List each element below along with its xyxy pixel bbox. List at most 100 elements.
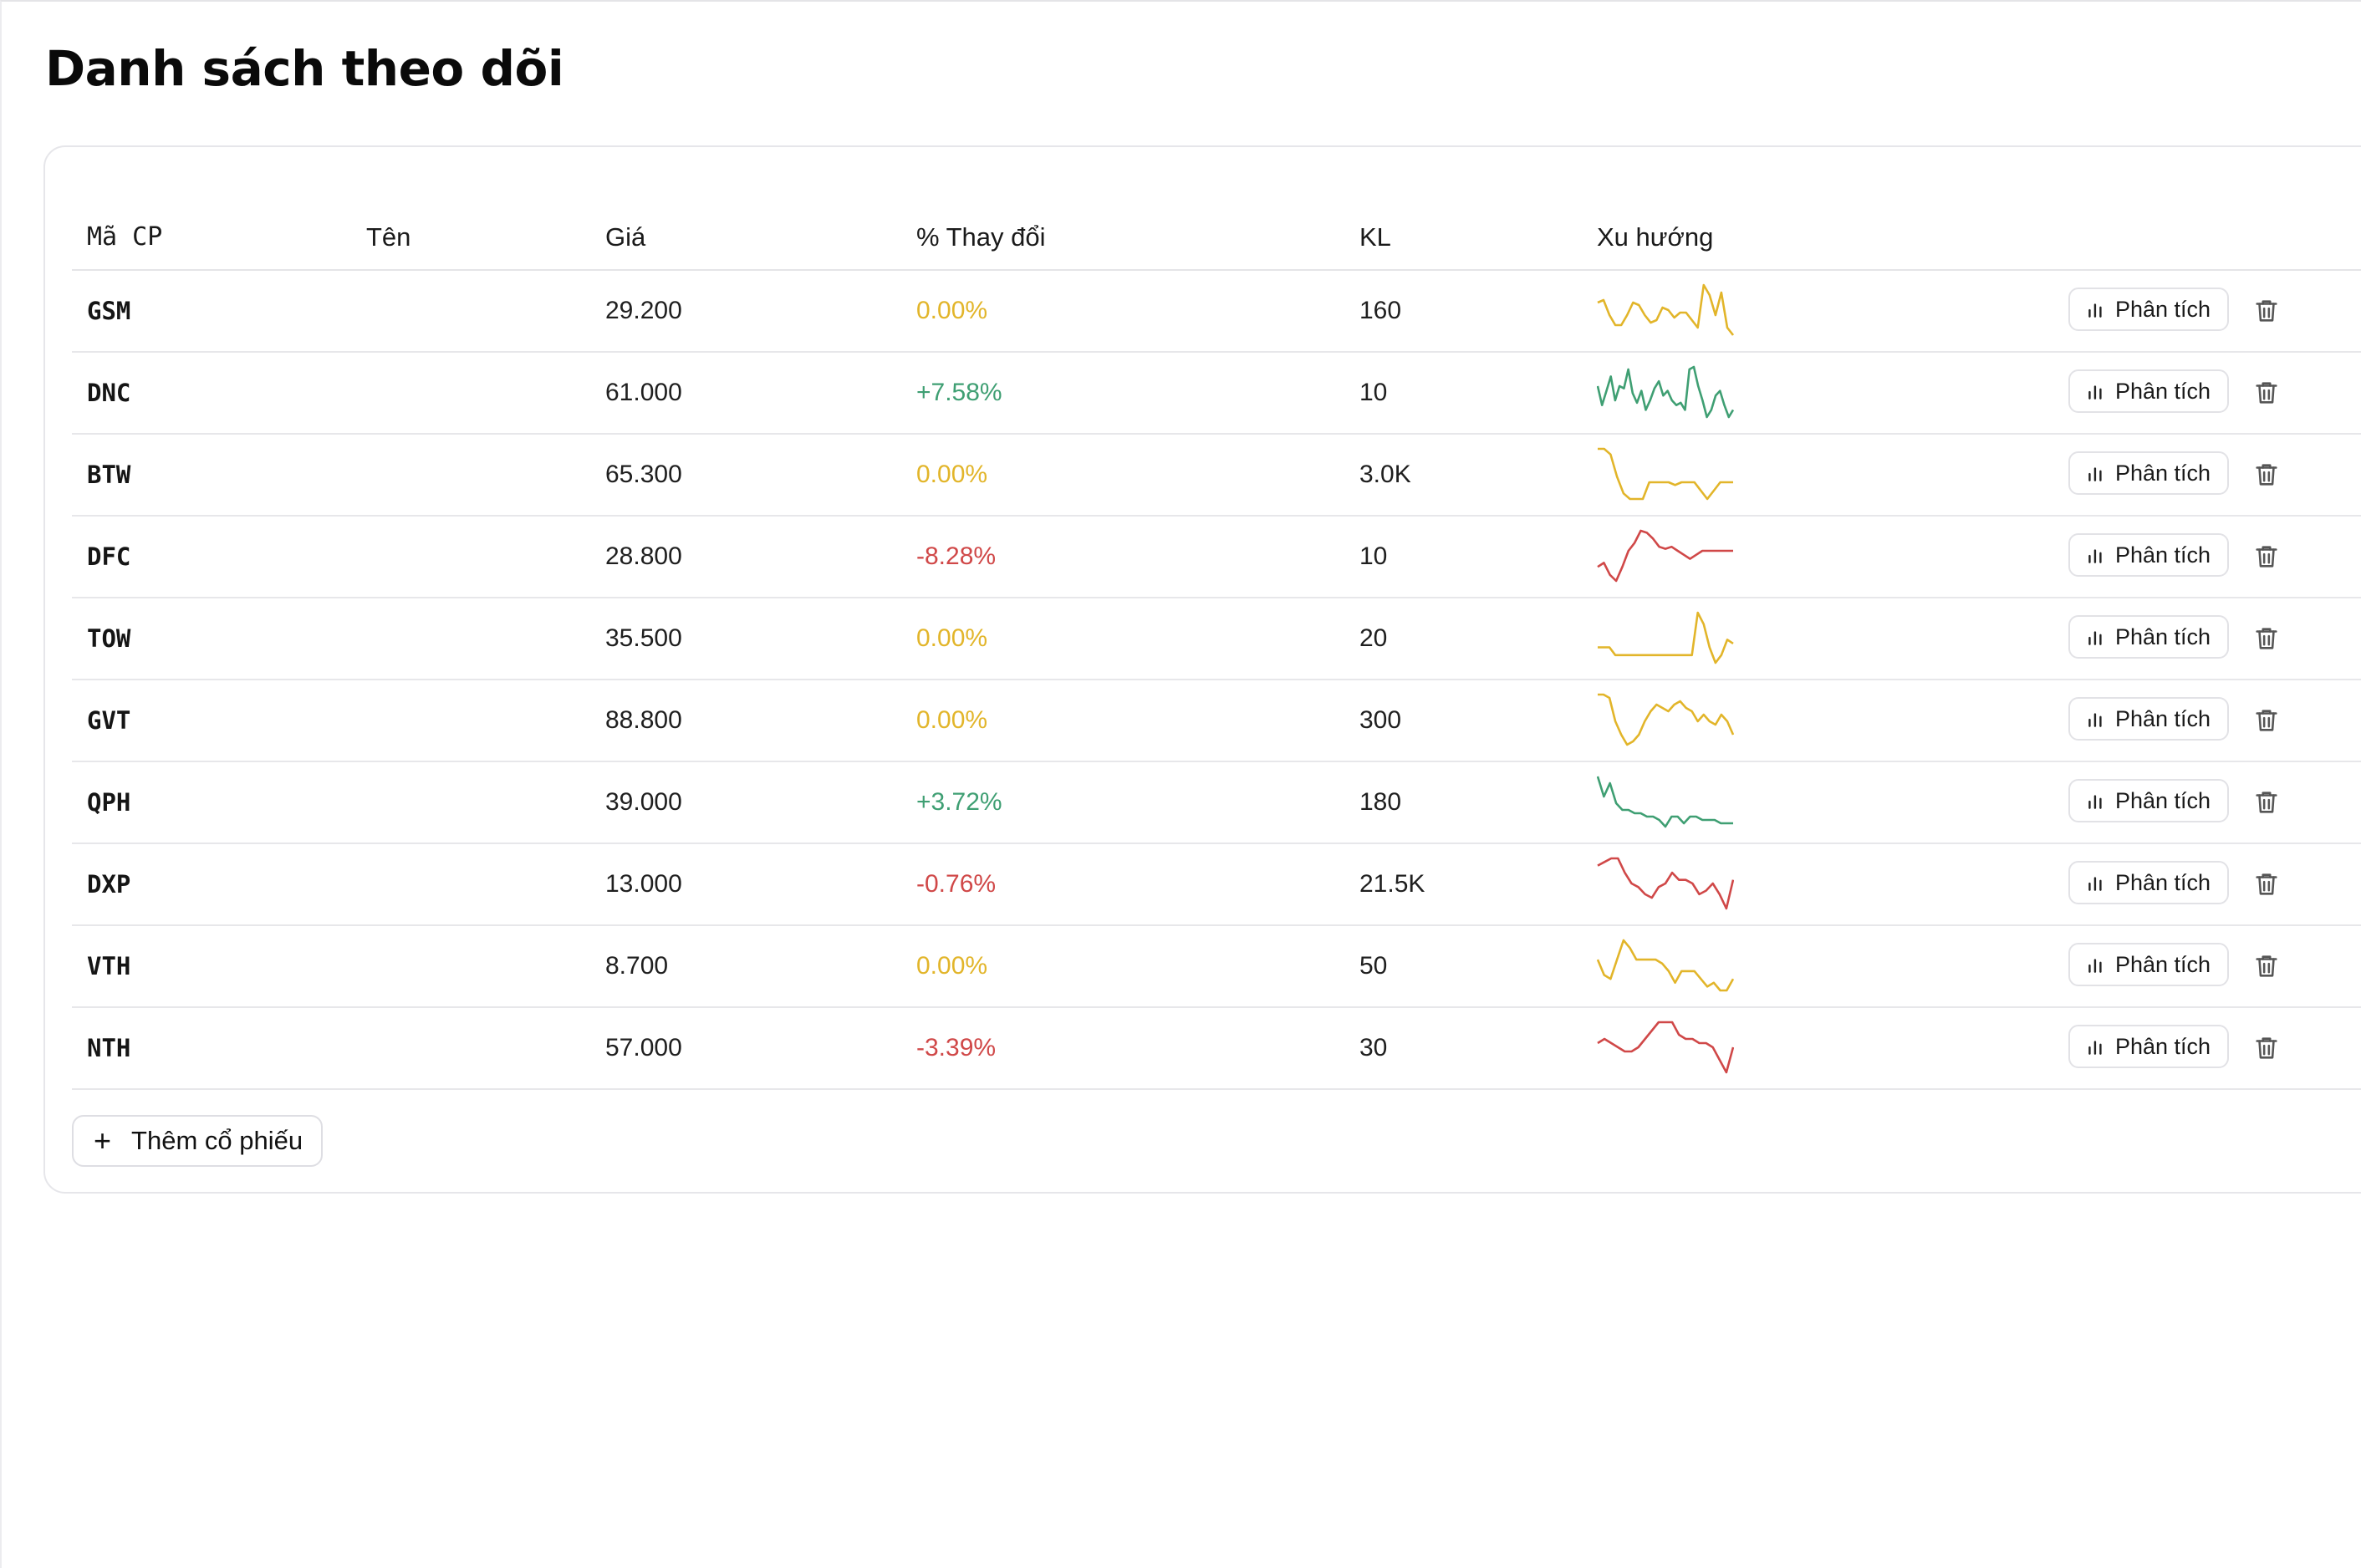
analyze-label: Phân tích — [2115, 705, 2211, 731]
stock-symbol: BTW — [87, 461, 131, 489]
trash-icon[interactable] — [2252, 951, 2281, 981]
stock-change: +7.58% — [916, 379, 1002, 406]
bar-chart-icon — [2088, 549, 2102, 563]
analyze-button[interactable]: Phân tích — [2068, 779, 2230, 822]
stock-symbol: GSM — [87, 297, 131, 325]
analyze-label: Phân tích — [2115, 1033, 2211, 1059]
stock-volume: 20 — [1359, 624, 1388, 652]
trend-line — [1597, 283, 1734, 336]
bar-chart-icon — [2088, 1041, 2102, 1055]
trash-icon[interactable] — [2252, 705, 2281, 736]
stock-change: -3.39% — [916, 1034, 997, 1061]
trash-icon[interactable] — [2252, 460, 2281, 490]
trend-sparkline — [1597, 1021, 1734, 1074]
trend-sparkline — [1597, 776, 1733, 828]
bar-chart-icon — [2088, 467, 2102, 481]
trash-icon[interactable] — [2252, 542, 2281, 572]
trash-icon[interactable] — [2252, 378, 2281, 408]
stock-price: 28.800 — [605, 542, 682, 570]
stock-change: -0.76% — [916, 870, 997, 898]
bar-chart-icon — [2088, 959, 2102, 973]
table-row: GVT 88.800 0.00% 300 Phân tích — [72, 680, 2361, 762]
analyze-label: Phân tích — [2115, 296, 2211, 322]
trash-icon[interactable] — [2252, 296, 2281, 326]
stock-symbol: QPH — [87, 788, 131, 817]
analyze-button[interactable]: Phân tích — [2068, 288, 2230, 331]
stock-volume: 21.5K — [1359, 870, 1425, 898]
analyze-label: Phân tích — [2115, 951, 2211, 977]
analyze-button[interactable]: Phân tích — [2068, 533, 2230, 577]
analyze-button[interactable]: Phân tích — [2068, 451, 2230, 495]
table-row: NTH 57.000 -3.39% 30 Phân tích — [72, 1008, 2361, 1090]
trend-sparkline — [1597, 939, 1734, 992]
table-row: DFC 28.800 -8.28% 10 Phân tích — [72, 517, 2361, 598]
header-volume: KL — [1359, 222, 1391, 252]
table-body: GSM 29.200 0.00% 160 Phân tích DNC 61.000 +7.58… — [72, 271, 2361, 1090]
trash-icon[interactable] — [2252, 787, 2281, 817]
stock-change: 0.00% — [916, 297, 988, 324]
header-name: Tên — [366, 222, 411, 252]
stock-volume: 50 — [1359, 952, 1388, 980]
stock-change: 0.00% — [916, 952, 988, 980]
watchlist-card: Mã CP Tên Giá % Thay đổi KL Xu hướng GSM… — [43, 145, 2361, 1194]
stock-price: 29.200 — [605, 297, 682, 324]
header-symbol: Mã CP — [87, 222, 163, 252]
analyze-button[interactable]: Phân tích — [2068, 369, 2230, 413]
table-row: GSM 29.200 0.00% 160 Phân tích — [72, 271, 2361, 353]
analyze-button[interactable]: Phân tích — [2068, 697, 2230, 741]
analyze-button[interactable]: Phân tích — [2068, 943, 2230, 986]
table-row: QPH 39.000 +3.72% 180 Phân tích — [72, 762, 2361, 844]
trend-sparkline — [1597, 529, 1733, 583]
stock-symbol: DFC — [87, 542, 131, 571]
stock-volume: 10 — [1359, 542, 1388, 570]
table-row: TOW 35.500 0.00% 20 Phân tích — [72, 598, 2361, 680]
trend-sparkline — [1598, 447, 1733, 501]
trend-line — [1598, 611, 1734, 664]
stock-change: +3.72% — [916, 788, 1002, 816]
header-trend: Xu hướng — [1597, 222, 1714, 252]
stock-price: 35.500 — [605, 624, 682, 652]
stock-price: 65.300 — [605, 461, 682, 488]
add-stock-button[interactable]: + Thêm cổ phiếu — [72, 1115, 324, 1167]
stock-price: 57.000 — [605, 1034, 682, 1061]
stock-volume: 30 — [1359, 1034, 1388, 1061]
trash-icon[interactable] — [2252, 624, 2281, 654]
table-row: VTH 8.700 0.00% 50 Phân tích — [72, 926, 2361, 1008]
stock-symbol: DNC — [87, 379, 131, 407]
stock-symbol: DXP — [87, 870, 131, 899]
stock-price: 8.700 — [605, 952, 669, 980]
trend-line — [1597, 365, 1734, 419]
trend-sparkline — [1597, 365, 1734, 419]
trash-icon[interactable] — [2252, 869, 2281, 899]
trend-sparkline — [1598, 693, 1734, 746]
stock-change: 0.00% — [916, 624, 988, 652]
stock-symbol: VTH — [87, 952, 131, 980]
bar-chart-icon — [2088, 713, 2102, 727]
analyze-label: Phân tích — [2115, 787, 2211, 813]
table-row: DXP 13.000 -0.76% 21.5K Phân tích — [72, 844, 2361, 926]
stock-volume: 300 — [1359, 706, 1402, 734]
trend-line — [1597, 776, 1733, 828]
stock-price: 13.000 — [605, 870, 682, 898]
watchlist-table: Mã CP Tên Giá % Thay đổi KL Xu hướng GSM… — [72, 197, 2361, 1090]
trash-icon[interactable] — [2252, 1033, 2281, 1063]
trend-line — [1597, 1021, 1734, 1074]
stock-volume: 3.0K — [1359, 461, 1411, 488]
bar-chart-icon — [2088, 631, 2102, 645]
table-row: BTW 65.300 0.00% 3.0K Phân tích — [72, 435, 2361, 517]
stock-change: 0.00% — [916, 461, 988, 488]
stock-volume: 10 — [1359, 379, 1388, 406]
bar-chart-icon — [2088, 795, 2102, 809]
stock-volume: 160 — [1359, 297, 1402, 324]
trend-line — [1597, 529, 1733, 583]
analyze-label: Phân tích — [2115, 624, 2211, 649]
analyze-button[interactable]: Phân tích — [2068, 1025, 2230, 1068]
bar-chart-icon — [2088, 303, 2102, 318]
stock-price: 61.000 — [605, 379, 682, 406]
stock-volume: 180 — [1359, 788, 1402, 816]
stock-change: -8.28% — [916, 542, 997, 570]
trend-sparkline — [1597, 283, 1734, 336]
stock-price: 88.800 — [605, 706, 682, 734]
analyze-button[interactable]: Phân tích — [2068, 861, 2230, 904]
analyze-button[interactable]: Phân tích — [2068, 615, 2230, 659]
